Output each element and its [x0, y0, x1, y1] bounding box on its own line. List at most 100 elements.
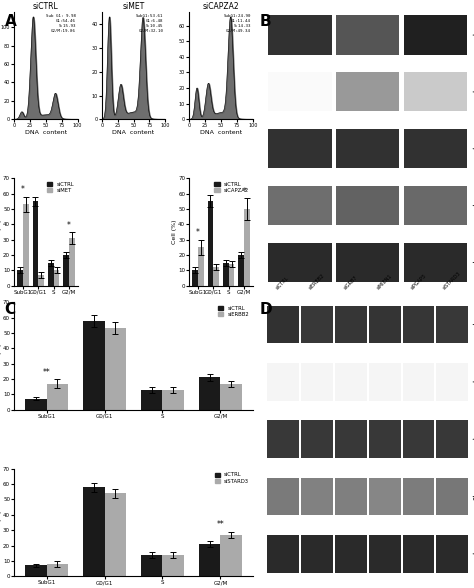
Text: *: * [242, 187, 246, 196]
Legend: siCTRL, siSTARD3: siCTRL, siSTARD3 [213, 472, 250, 485]
Bar [335, 363, 366, 401]
Text: *: * [196, 228, 200, 238]
Bar [163, 390, 184, 410]
Bar [403, 129, 467, 168]
Bar [403, 243, 467, 282]
Bar [336, 129, 400, 168]
Bar [220, 383, 242, 410]
Bar [301, 363, 333, 401]
Bar [23, 205, 28, 286]
Text: *: * [67, 220, 71, 230]
Bar [437, 306, 468, 343]
Bar [335, 477, 366, 515]
Text: siERBB2: siERBB2 [308, 273, 326, 291]
Bar [199, 544, 220, 576]
Title: siCAPZA2: siCAPZA2 [203, 2, 239, 11]
Bar [54, 270, 59, 286]
Bar [104, 493, 126, 576]
Bar [141, 554, 163, 576]
Text: SubG1:24.90
G1:11.44
S:14.33
G2/M:49.34: SubG1:24.90 G1:11.44 S:14.33 G2/M:49.34 [223, 14, 251, 32]
Bar [64, 255, 69, 286]
Bar [301, 306, 333, 343]
Bar [369, 420, 401, 458]
Bar [369, 535, 401, 573]
Bar [213, 268, 219, 286]
Bar [437, 420, 468, 458]
Y-axis label: Cell (%): Cell (%) [0, 344, 2, 368]
Bar [335, 535, 366, 573]
Text: B: B [259, 14, 271, 29]
Bar [220, 535, 242, 576]
Bar [268, 243, 332, 282]
Bar [336, 186, 400, 225]
Bar [38, 275, 44, 286]
Bar [25, 566, 46, 576]
Legend: siCTRL, siCAPZA2: siCTRL, siCAPZA2 [213, 181, 250, 194]
Bar [25, 399, 46, 410]
Bar [369, 306, 401, 343]
Bar [335, 306, 366, 343]
Text: siMIEN1: siMIEN1 [376, 273, 393, 291]
Bar [301, 477, 333, 515]
Text: Sub G1: 9.98
G1:54.46
S:15.93
G2/M:19.86: Sub G1: 9.98 G1:54.46 S:15.93 G2/M:19.86 [46, 14, 76, 32]
Text: A: A [5, 14, 17, 29]
Bar [403, 15, 467, 55]
Bar [267, 306, 299, 343]
Bar [268, 186, 332, 225]
Text: C: C [5, 302, 16, 317]
Bar [336, 15, 400, 55]
Title: siCTRL: siCTRL [33, 2, 59, 11]
Bar [69, 238, 75, 286]
Y-axis label: Cell (%): Cell (%) [172, 220, 177, 244]
Bar [437, 477, 468, 515]
Bar [437, 535, 468, 573]
Text: siSTARD3: siSTARD3 [442, 271, 462, 291]
Bar [83, 320, 104, 410]
Title: siMET: siMET [122, 2, 145, 11]
Bar [83, 487, 104, 576]
Bar [33, 201, 38, 286]
Bar [403, 72, 467, 112]
X-axis label: DNA  content: DNA content [112, 130, 155, 135]
X-axis label: DNA  content: DNA content [25, 130, 67, 135]
Bar [369, 363, 401, 401]
Bar [267, 363, 299, 401]
Bar [163, 554, 184, 576]
Bar [46, 383, 68, 410]
Bar [437, 363, 468, 401]
Bar [403, 186, 467, 225]
Bar [267, 535, 299, 573]
Bar [208, 201, 213, 286]
Bar [267, 477, 299, 515]
Bar [402, 363, 434, 401]
Bar [223, 263, 229, 286]
Bar [301, 535, 333, 573]
Text: D: D [259, 302, 272, 317]
Text: **: ** [217, 520, 224, 529]
Y-axis label: Cell (%): Cell (%) [0, 220, 2, 244]
X-axis label: DNA  content: DNA content [200, 130, 242, 135]
Bar [104, 328, 126, 410]
Bar [402, 477, 434, 515]
Bar [336, 72, 400, 112]
Bar [199, 377, 220, 410]
Bar [192, 270, 198, 286]
Bar [402, 306, 434, 343]
Bar [46, 564, 68, 576]
Bar [336, 243, 400, 282]
Text: siPGAP3: siPGAP3 [410, 273, 427, 291]
Text: **: ** [43, 368, 50, 377]
Bar [402, 535, 434, 573]
Bar [141, 390, 163, 410]
Legend: siCTRL, siERBB2: siCTRL, siERBB2 [217, 305, 250, 318]
Bar [267, 420, 299, 458]
Text: siGRB7: siGRB7 [343, 275, 359, 291]
Legend: siCTRL, siMET: siCTRL, siMET [46, 181, 75, 194]
Y-axis label: Cell (%): Cell (%) [0, 510, 2, 534]
Text: siCTRL: siCTRL [275, 276, 291, 291]
Bar [238, 255, 244, 286]
Text: SubG1:53.61
G1:6.48
S:10.45
G2/M:32.10: SubG1:53.61 G1:6.48 S:10.45 G2/M:32.10 [136, 14, 164, 32]
Bar [198, 248, 204, 286]
Bar [48, 263, 54, 286]
Bar [244, 209, 250, 286]
